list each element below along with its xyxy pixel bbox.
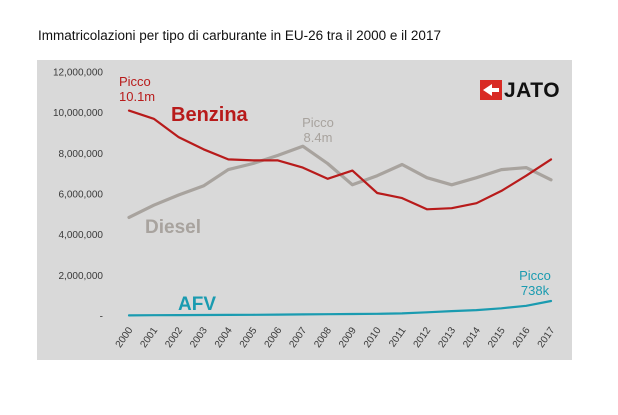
- data-point-afv: [351, 313, 354, 315]
- figure-caption: Immatricolazioni per tipo di carburante …: [38, 28, 441, 43]
- data-point-diesel: [525, 166, 527, 169]
- x-tick-label: 2005: [238, 325, 260, 350]
- data-point-diesel: [301, 145, 304, 148]
- series-line-afv: [127, 299, 553, 317]
- data-point-afv: [177, 314, 180, 316]
- data-point-benzina: [525, 174, 527, 177]
- data-point-diesel: [326, 162, 329, 165]
- y-tick-label: 12,000,000: [53, 68, 103, 79]
- x-tick-label: 2011: [387, 325, 409, 349]
- x-tick-label: 2012: [412, 325, 434, 350]
- legend-label-diesel: Diesel: [145, 217, 201, 238]
- x-tick-label: 2007: [287, 325, 309, 350]
- x-tick-label: 2008: [312, 325, 334, 350]
- peak-label-diesel: Picco: [302, 115, 334, 130]
- data-point-diesel: [475, 176, 478, 179]
- legend-label-afv: AFV: [178, 294, 216, 315]
- data-point-diesel: [376, 174, 379, 177]
- x-tick-label: 2001: [139, 325, 161, 350]
- data-point-diesel: [177, 194, 180, 196]
- series-line-benzina: [127, 109, 553, 211]
- data-point-afv: [525, 305, 527, 307]
- data-point-afv: [202, 314, 205, 316]
- data-point-diesel: [401, 163, 403, 166]
- data-point-benzina: [277, 159, 279, 162]
- peak-value-diesel: 8.4m: [304, 130, 333, 145]
- data-point-diesel: [252, 162, 254, 165]
- data-point-benzina: [401, 197, 403, 199]
- data-point-benzina: [326, 177, 329, 180]
- data-point-afv: [450, 310, 453, 312]
- data-point-benzina: [177, 136, 180, 138]
- peak-label-afv: Picco: [519, 268, 551, 283]
- peak-value-afv: 738k: [521, 283, 550, 298]
- x-tick-label: 2000: [114, 325, 136, 350]
- data-point-afv: [227, 314, 230, 316]
- data-point-benzina: [153, 117, 155, 120]
- x-tick-label: 2009: [337, 325, 359, 350]
- series-line-diesel: [127, 144, 553, 219]
- x-tick-label: 2010: [362, 325, 384, 350]
- y-tick-label: 6,000,000: [59, 190, 104, 201]
- data-point-diesel: [227, 168, 230, 171]
- data-point-diesel: [202, 185, 205, 187]
- data-point-afv: [252, 313, 254, 316]
- data-point-benzina: [227, 158, 230, 161]
- data-point-diesel: [351, 184, 354, 186]
- peak-value-benzina: 10.1m: [119, 89, 155, 104]
- data-point-diesel: [426, 176, 428, 179]
- x-tick-label: 2014: [461, 325, 483, 350]
- x-tick-label: 2003: [188, 325, 210, 350]
- x-tick-label: 2002: [163, 325, 185, 350]
- data-point-diesel: [450, 184, 453, 186]
- data-point-afv: [277, 313, 279, 316]
- data-point-benzina: [301, 166, 304, 169]
- data-point-afv: [550, 300, 552, 302]
- y-tick-label: 10,000,000: [53, 108, 103, 119]
- data-point-afv: [153, 314, 155, 316]
- data-point-afv: [128, 314, 130, 317]
- data-point-benzina: [550, 158, 552, 161]
- data-point-diesel: [277, 154, 279, 157]
- data-point-diesel: [128, 216, 130, 219]
- x-tick-label: 2013: [436, 325, 458, 350]
- data-point-benzina: [351, 169, 354, 172]
- x-tick-label: 2016: [511, 325, 533, 350]
- jato-logo: [480, 78, 562, 104]
- y-tick-label: 8,000,000: [59, 149, 104, 160]
- data-point-afv: [376, 312, 379, 315]
- data-point-benzina: [202, 148, 205, 151]
- data-point-diesel: [153, 204, 155, 206]
- data-point-diesel: [500, 168, 503, 171]
- x-tick-label: 2006: [263, 325, 285, 350]
- data-point-afv: [401, 312, 403, 315]
- x-tick-label: 2015: [486, 325, 508, 350]
- peak-label-benzina: Picco: [119, 74, 151, 89]
- data-point-benzina: [450, 207, 453, 210]
- data-point-afv: [326, 313, 329, 315]
- jato-logo-text: JATO: [504, 79, 561, 102]
- jato-arrow-icon: [480, 80, 502, 100]
- x-tick-label: 2017: [536, 325, 558, 350]
- data-point-benzina: [475, 202, 478, 204]
- data-point-benzina: [252, 159, 254, 162]
- data-point-afv: [301, 313, 304, 316]
- data-point-benzina: [128, 109, 130, 112]
- data-point-benzina: [376, 192, 379, 194]
- data-point-benzina: [500, 190, 503, 192]
- data-point-afv: [475, 309, 478, 311]
- legend-label-benzina: Benzina: [171, 104, 249, 126]
- y-tick-label: 4,000,000: [59, 230, 104, 241]
- y-tick-label: -: [100, 312, 103, 323]
- data-point-benzina: [426, 208, 428, 211]
- y-tick-label: 2,000,000: [59, 271, 104, 282]
- x-tick-label: 2004: [213, 325, 235, 350]
- data-point-afv: [500, 307, 503, 310]
- data-point-afv: [426, 311, 428, 314]
- data-point-diesel: [550, 178, 552, 181]
